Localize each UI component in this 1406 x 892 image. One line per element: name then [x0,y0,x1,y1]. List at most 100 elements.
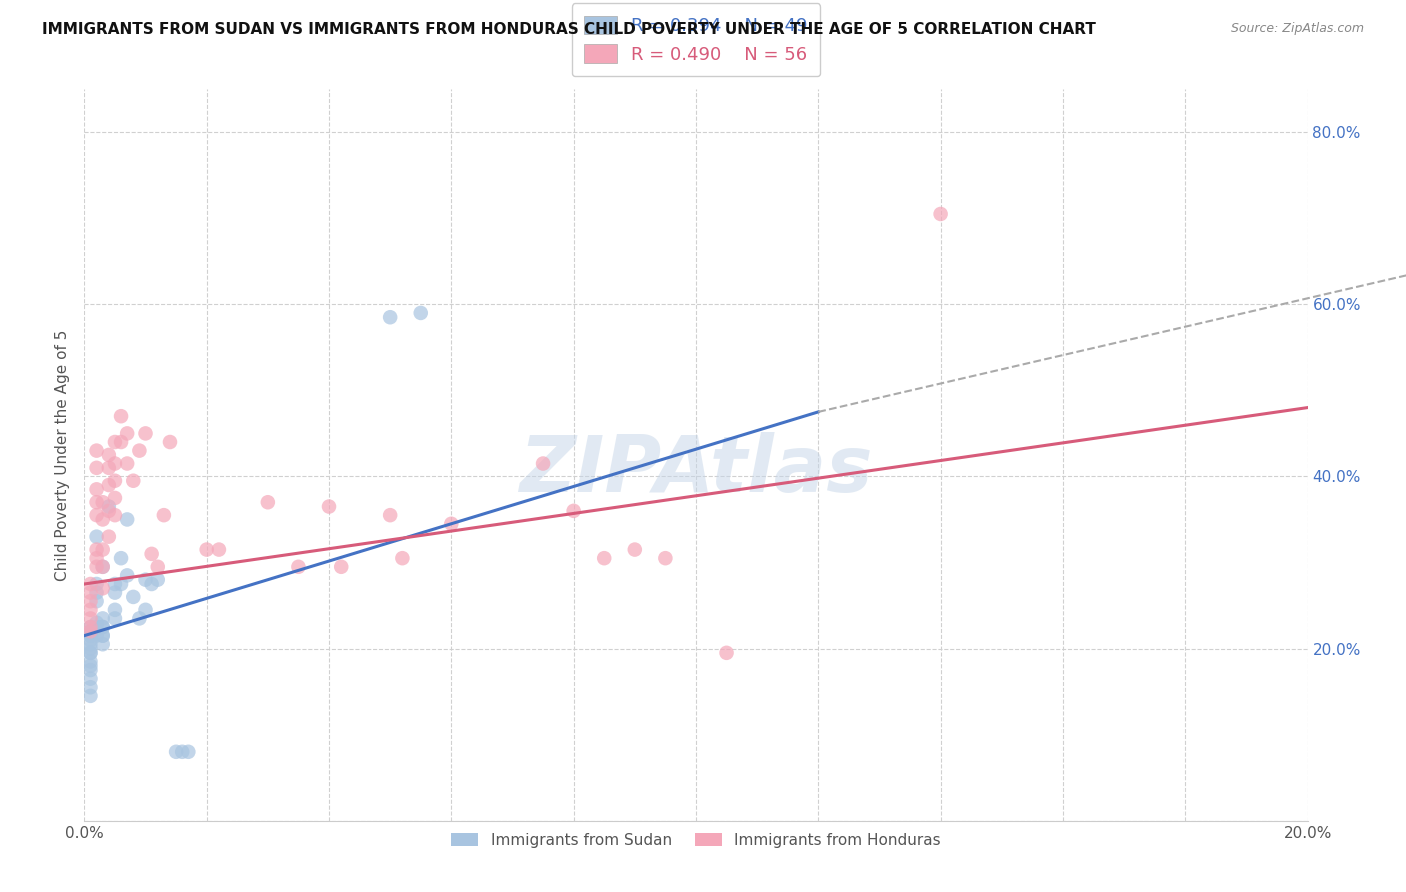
Point [391,551,413,566]
Point [86,559,108,574]
Point [97,530,120,544]
Point [86,594,108,608]
Point [79,646,101,660]
Point [122,590,145,604]
Point [79,672,101,686]
Point [153,508,176,523]
Text: ZIPAtlas: ZIPAtlas [519,432,873,508]
Point [79,689,101,703]
Point [86,483,108,497]
Point [141,577,163,591]
Point [128,443,150,458]
Point [86,495,108,509]
Point [79,624,101,639]
Point [135,603,157,617]
Point [86,551,108,566]
Point [330,559,353,574]
Point [91,611,114,625]
Point [287,559,309,574]
Point [91,495,114,509]
Point [141,547,163,561]
Point [104,491,127,505]
Point [91,629,114,643]
Point [79,663,101,677]
Point [135,426,157,441]
Point [79,641,101,656]
Point [97,500,120,514]
Point [86,542,108,557]
Point [86,460,108,475]
Point [110,551,132,566]
Point [91,559,114,574]
Point [318,500,340,514]
Point [624,542,647,557]
Y-axis label: Child Poverty Under the Age of 5: Child Poverty Under the Age of 5 [55,329,70,581]
Point [104,474,127,488]
Point [104,603,127,617]
Point [79,632,101,647]
Point [86,615,108,630]
Point [97,478,120,492]
Point [86,629,108,643]
Point [380,508,402,523]
Point [128,611,150,625]
Point [146,573,169,587]
Point [716,646,738,660]
Point [562,504,585,518]
Point [159,435,181,450]
Point [79,629,101,643]
Point [115,426,138,441]
Point [86,508,108,523]
Point [86,443,108,458]
Point [79,620,101,634]
Point [79,577,101,591]
Point [929,207,952,221]
Point [104,611,127,625]
Point [104,457,127,471]
Point [104,435,127,450]
Point [86,577,108,591]
Point [593,551,616,566]
Point [91,512,114,526]
Legend: Immigrants from Sudan, Immigrants from Honduras: Immigrants from Sudan, Immigrants from H… [441,823,950,857]
Point [79,658,101,673]
Point [86,530,108,544]
Point [122,474,145,488]
Point [104,508,127,523]
Point [380,310,402,325]
Point [91,542,114,557]
Point [257,495,280,509]
Point [86,585,108,599]
Point [79,629,101,643]
Point [79,624,101,639]
Point [79,594,101,608]
Point [177,745,200,759]
Point [91,637,114,651]
Point [531,457,554,471]
Point [440,516,463,531]
Text: Source: ZipAtlas.com: Source: ZipAtlas.com [1230,22,1364,36]
Point [86,620,108,634]
Point [115,568,138,582]
Point [79,603,101,617]
Point [97,448,120,462]
Point [110,435,132,450]
Point [97,460,120,475]
Point [195,542,218,557]
Point [79,680,101,694]
Point [172,745,194,759]
Point [79,646,101,660]
Text: IMMIGRANTS FROM SUDAN VS IMMIGRANTS FROM HONDURAS CHILD POVERTY UNDER THE AGE OF: IMMIGRANTS FROM SUDAN VS IMMIGRANTS FROM… [42,22,1097,37]
Point [146,559,169,574]
Point [654,551,676,566]
Point [91,559,114,574]
Point [165,745,187,759]
Point [110,409,132,424]
Point [110,577,132,591]
Point [91,629,114,643]
Point [79,655,101,669]
Point [91,620,114,634]
Point [91,582,114,596]
Point [208,542,231,557]
Point [115,512,138,526]
